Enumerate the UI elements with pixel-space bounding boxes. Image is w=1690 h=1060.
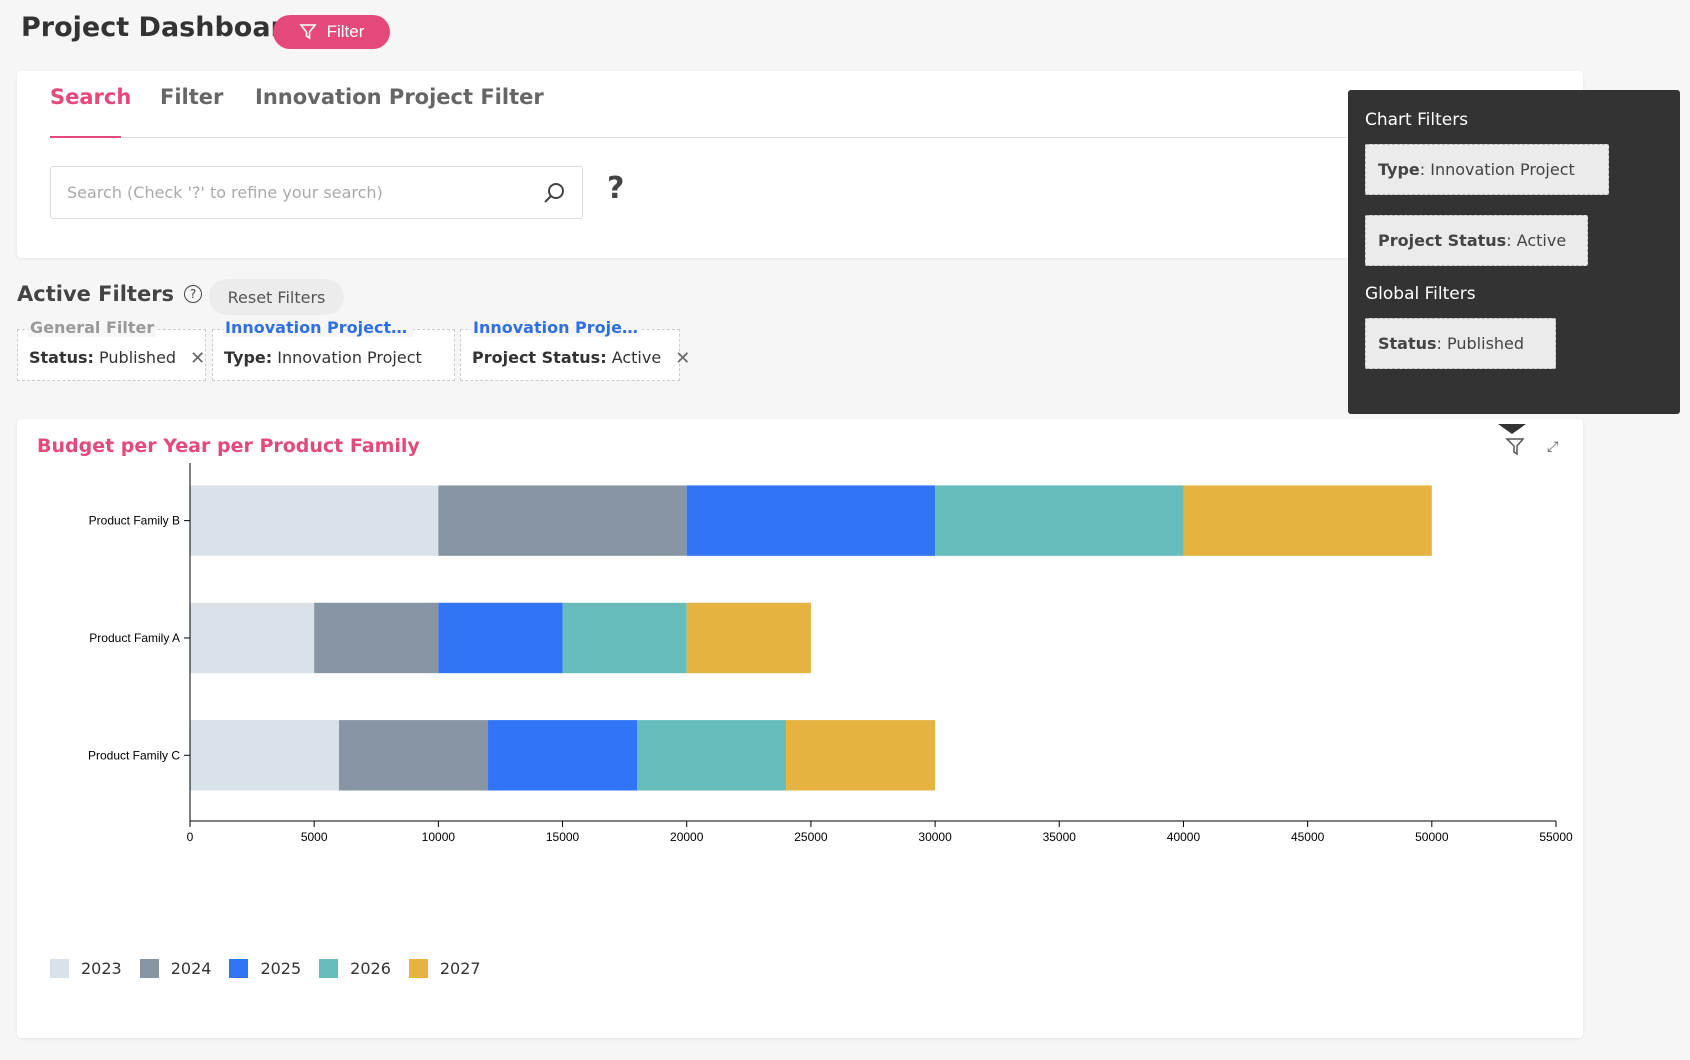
- filter-button[interactable]: Filter: [273, 15, 390, 49]
- bar-2027-product-family-a[interactable]: [686, 602, 811, 674]
- popover-filter-value: Published: [1447, 334, 1525, 353]
- bar-2025-product-family-b[interactable]: [686, 485, 936, 556]
- bar-2026-product-family-b[interactable]: [935, 485, 1184, 556]
- filter-chip-key: Status: [29, 348, 88, 367]
- legend-swatch: [229, 959, 249, 978]
- filter-chip-key: Type: [224, 348, 266, 367]
- funnel-icon: [298, 24, 317, 40]
- filter-chip-value: Active: [611, 348, 662, 367]
- legend-item[interactable]: 2024: [139, 959, 212, 978]
- bar-2024-product-family-a[interactable]: [314, 602, 439, 674]
- popover-filter-chip: Status: Published: [1365, 318, 1556, 369]
- filter-chip: General Filter Status: Published ✕: [17, 318, 206, 381]
- legend-item[interactable]: 2023: [50, 959, 122, 978]
- expand-icon[interactable]: ⤢: [1547, 439, 1559, 455]
- tab-innovation-project-filter[interactable]: Innovation Project Filter: [255, 85, 544, 109]
- filter-chip-value: Published: [99, 348, 177, 367]
- popover-filter-key: Type: [1378, 160, 1420, 179]
- bar-2024-product-family-c[interactable]: [339, 720, 489, 791]
- legend-item[interactable]: 2027: [408, 959, 481, 978]
- bar-2024-product-family-b[interactable]: [438, 485, 687, 556]
- filter-chip-group: General Filter: [28, 318, 157, 337]
- active-tab-indicator: [50, 136, 121, 138]
- x-tick-label: 35000: [1043, 830, 1077, 844]
- x-tick-label: 20000: [670, 830, 704, 844]
- y-tick-label: Product Family C: [88, 748, 180, 762]
- help-circle-icon[interactable]: ?: [184, 285, 203, 303]
- bar-2023-product-family-c[interactable]: [190, 720, 340, 791]
- tab-search[interactable]: Search: [50, 85, 132, 109]
- x-tick-label: 40000: [1167, 830, 1201, 844]
- filter-chip-group: Innovation Project Fil...: [223, 318, 413, 337]
- x-tick-label: 5000: [301, 830, 328, 844]
- y-tick-label: Product Family B: [89, 514, 180, 528]
- chart-filters-popover: Chart Filters Type: Innovation Project P…: [1348, 90, 1680, 434]
- x-tick-label: 55000: [1539, 830, 1573, 844]
- bar-chart: Product Family B Product Family A Product …: [88, 463, 1573, 844]
- chart-legend: 2023 2024 2025 2026 2027: [50, 959, 485, 978]
- legend-label: 2027: [439, 959, 481, 978]
- tab-filter[interactable]: Filter: [160, 85, 224, 109]
- active-filters-heading: Active Filters ?: [17, 282, 203, 306]
- y-tick-label: Product Family A: [89, 631, 180, 645]
- legend-label: 2024: [170, 959, 212, 978]
- global-filters-title: Global Filters: [1365, 284, 1476, 304]
- popover-filter-key: Status: [1378, 334, 1437, 353]
- x-tick-label: 30000: [918, 830, 952, 844]
- chart-title: Budget per Year per Product Family: [37, 435, 420, 457]
- popover-filter-chip: Type: Innovation Project: [1365, 144, 1609, 195]
- legend-item[interactable]: 2025: [229, 959, 301, 978]
- chart-filter-icon[interactable]: [1505, 437, 1525, 457]
- popover-filter-value: Active: [1516, 231, 1567, 250]
- legend-label: 2025: [260, 959, 302, 978]
- popover-filter-value: Innovation Project: [1430, 160, 1575, 179]
- filter-chip-key: Project Status: [472, 348, 601, 367]
- reset-filters-button[interactable]: Reset Filters: [209, 279, 344, 315]
- legend-label: 2023: [81, 959, 122, 978]
- search-field[interactable]: [50, 166, 583, 219]
- bar-2026-product-family-c[interactable]: [637, 720, 787, 791]
- bar-2023-product-family-b[interactable]: [190, 485, 439, 556]
- remove-filter-icon[interactable]: ✕: [675, 348, 691, 369]
- remove-filter-icon[interactable]: ✕: [190, 348, 206, 369]
- legend-label: 2026: [350, 959, 391, 978]
- x-tick-label: 15000: [546, 830, 580, 844]
- bar-2026-product-family-a[interactable]: [562, 602, 687, 674]
- x-tick-label: 0: [187, 830, 194, 844]
- page-title: Project Dashboard: [21, 12, 304, 43]
- active-filters-title: Active Filters: [17, 282, 175, 306]
- filter-chip-value: Innovation Project: [277, 348, 422, 367]
- filter-chip: Innovation Project Fil... Type: Innovati…: [212, 318, 455, 381]
- search-panel: Search Filter Innovation Project Filter …: [17, 71, 1583, 258]
- tab-divider: [50, 137, 1583, 138]
- x-tick-label: 25000: [794, 830, 828, 844]
- bar-2025-product-family-c[interactable]: [488, 720, 638, 791]
- search-icon[interactable]: [542, 181, 566, 205]
- legend-item[interactable]: 2026: [319, 959, 391, 978]
- legend-swatch: [319, 959, 339, 978]
- legend-swatch: [139, 959, 159, 978]
- x-tick-label: 45000: [1291, 830, 1325, 844]
- popover-filter-chip: Project Status: Active: [1365, 215, 1588, 266]
- legend-swatch: [408, 959, 428, 978]
- filter-chip: Innovation Project... Project Status: Ac…: [460, 318, 690, 381]
- search-help-button[interactable]: ?: [607, 171, 625, 206]
- bar-2025-product-family-a[interactable]: [438, 602, 563, 674]
- popover-filter-key: Project Status: [1378, 231, 1507, 250]
- chart-card: Budget per Year per Product Family ⤢ Pro…: [17, 419, 1583, 1038]
- bar-2027-product-family-c[interactable]: [786, 720, 936, 791]
- chart-filters-title: Chart Filters: [1365, 110, 1469, 130]
- filter-button-label: Filter: [326, 22, 365, 41]
- search-input[interactable]: [67, 183, 542, 202]
- bar-2023-product-family-a[interactable]: [190, 602, 315, 674]
- bar-2027-product-family-b[interactable]: [1183, 485, 1432, 556]
- filter-chip-group: Innovation Project...: [471, 318, 641, 337]
- legend-swatch: [50, 959, 69, 978]
- x-tick-label: 10000: [422, 830, 456, 844]
- x-tick-label: 50000: [1415, 830, 1449, 844]
